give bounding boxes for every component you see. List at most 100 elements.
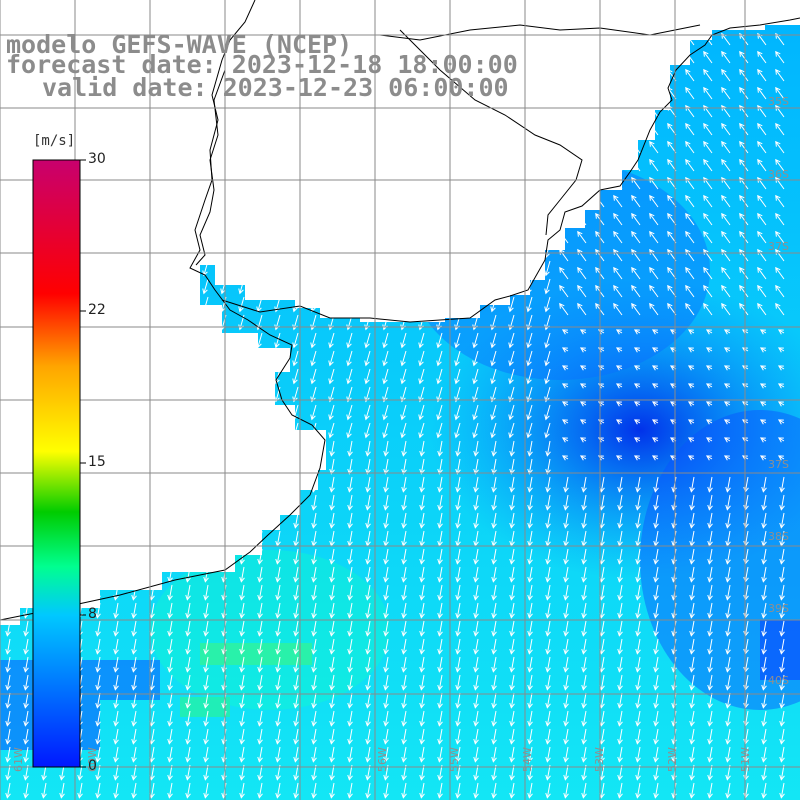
wind-arrow (725, 710, 731, 727)
wind-arrow (757, 194, 767, 208)
wind-arrow (725, 638, 731, 655)
wind-arrow (685, 68, 695, 82)
wind-arrow (203, 674, 209, 691)
wind-arrow (131, 638, 137, 655)
wind-arrow (707, 782, 713, 799)
wind-arrow (617, 656, 623, 673)
wind-arrow (561, 383, 569, 389)
wind-arrow (382, 332, 389, 349)
wind-arrow (509, 584, 515, 601)
wind-arrow (526, 422, 533, 439)
wind-arrow (419, 656, 425, 673)
wind-arrow (365, 728, 371, 745)
wind-arrow (418, 422, 425, 439)
wind-arrow (635, 548, 641, 565)
wind-arrow (113, 602, 119, 619)
wind-arrow (311, 548, 317, 565)
wind-arrow (633, 347, 641, 353)
wind-arrow (328, 332, 335, 349)
wind-arrow (419, 566, 425, 583)
wind-arrow (725, 476, 731, 493)
wind-arrow (779, 746, 785, 763)
wind-arrow (347, 440, 353, 457)
wind-arrow (509, 494, 515, 511)
wind-arrow (545, 584, 551, 601)
wind-arrow (545, 656, 551, 673)
wind-arrow (401, 440, 407, 457)
wind-arrow (401, 692, 407, 709)
wind-arrow (777, 365, 785, 371)
wind-arrow (725, 746, 731, 763)
wind-arrow (651, 455, 659, 461)
wind-arrow (779, 476, 785, 493)
wind-arrow (365, 494, 371, 511)
wind-arrow (5, 746, 11, 763)
wind-arrow (239, 566, 245, 583)
wind-arrow (167, 602, 173, 619)
wind-arrow (347, 602, 353, 619)
wind-arrow (779, 638, 785, 655)
wind-arrow (721, 230, 731, 244)
wind-arrow (581, 548, 587, 565)
wind-arrow (382, 422, 389, 439)
wind-arrow (419, 782, 425, 799)
wind-arrow (761, 548, 767, 565)
wind-arrow (689, 602, 695, 619)
wind-arrow (473, 476, 479, 493)
wind-arrow (275, 620, 281, 637)
wind-arrow (347, 692, 353, 709)
wind-arrow (687, 437, 695, 443)
lon-label: 51W (739, 747, 752, 772)
wind-arrow (509, 476, 515, 493)
wind-arrow (203, 584, 209, 601)
wind-arrow (615, 383, 623, 389)
wind-arrow (721, 266, 731, 280)
wind-arrow (455, 656, 461, 673)
wind-arrow (311, 782, 317, 799)
wind-arrow (563, 692, 569, 709)
wind-arrow (779, 728, 785, 745)
wind-arrow (739, 140, 749, 154)
wind-arrow (437, 746, 443, 763)
wind-arrow (419, 458, 425, 475)
wind-arrow (631, 212, 641, 226)
wind-arrow (725, 620, 731, 637)
colorbar (32, 159, 81, 768)
wind-arrow (563, 710, 569, 727)
wind-arrow (185, 602, 191, 619)
wind-arrow (563, 746, 569, 763)
wind-arrow (581, 620, 587, 637)
wind-arrow (723, 383, 731, 389)
wind-arrow (239, 656, 245, 673)
wind-arrow (400, 422, 407, 439)
wind-arrow (721, 122, 731, 136)
wind-arrow (329, 674, 335, 691)
wind-arrow (617, 710, 623, 727)
wind-arrow (527, 512, 533, 529)
wind-arrow (383, 602, 389, 619)
wind-arrow (239, 638, 245, 655)
wind-arrow (491, 458, 497, 475)
wind-arrow (293, 548, 299, 565)
wind-arrow (775, 158, 785, 172)
wind-arrow (705, 401, 713, 407)
wind-arrow (113, 782, 119, 799)
wind-arrow (707, 566, 713, 583)
wind-arrow (653, 584, 659, 601)
wind-arrow (455, 602, 461, 619)
wind-arrow (725, 728, 731, 745)
wind-arrow (347, 674, 353, 691)
wind-arrow (383, 620, 389, 637)
wind-arrow (721, 302, 731, 316)
wind-arrow (761, 638, 767, 655)
wind-arrow (419, 602, 425, 619)
wind-arrow (113, 692, 119, 709)
wind-arrow (455, 512, 461, 529)
wind-arrow (311, 512, 317, 529)
wind-arrow (185, 620, 191, 637)
wind-arrow (329, 782, 335, 799)
wind-arrow (613, 266, 623, 280)
wind-arrow (635, 494, 641, 511)
wind-arrow (383, 584, 389, 601)
wind-arrow (649, 194, 659, 208)
